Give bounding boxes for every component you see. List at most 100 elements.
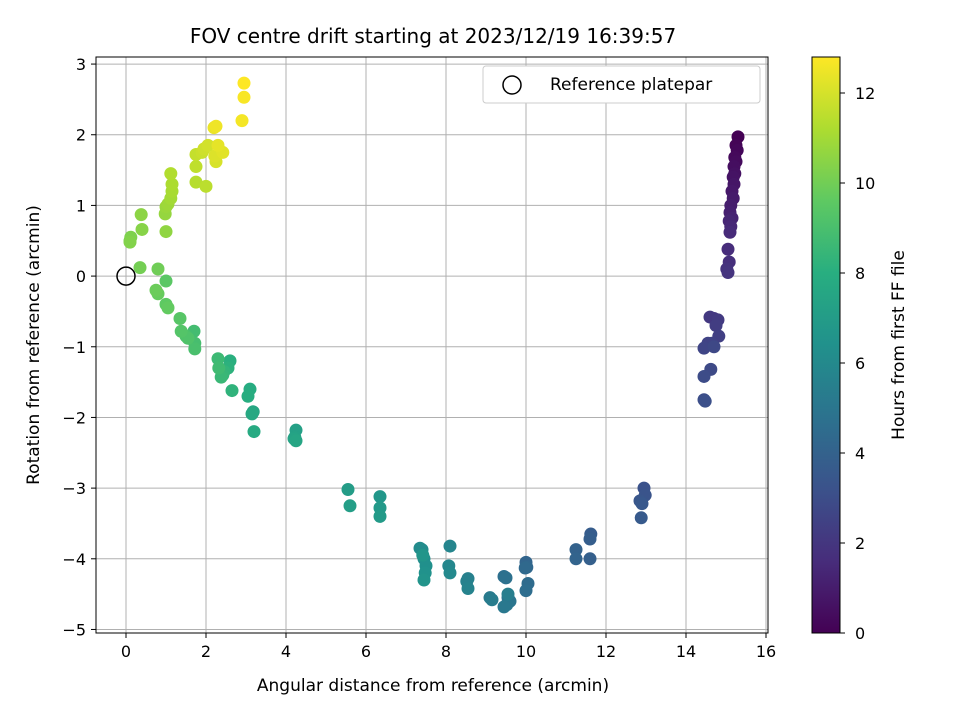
legend-box [482, 65, 761, 104]
legend: Reference platepar [482, 65, 761, 104]
x-tick-label: 8 [441, 642, 451, 661]
data-point [209, 119, 223, 133]
data-points [123, 76, 745, 614]
data-point [707, 340, 721, 354]
data-point [149, 283, 163, 297]
data-point [173, 311, 187, 325]
colorbar-tick-label: 0 [855, 624, 865, 643]
data-point [247, 425, 261, 439]
data-point [151, 262, 165, 276]
data-point [174, 324, 188, 338]
data-point [245, 407, 259, 421]
y-axis-label: Rotation from reference (arcmin) [24, 205, 44, 485]
data-point [635, 497, 649, 511]
data-point [723, 225, 737, 239]
data-point [485, 593, 499, 607]
y-tick-label: −1 [62, 338, 86, 357]
x-tick-label: 4 [281, 642, 291, 661]
colorbar-tick-label: 10 [855, 174, 875, 193]
data-point [159, 274, 173, 288]
colorbar-tick-label: 6 [855, 354, 865, 373]
data-point [518, 561, 532, 575]
grid-lines [96, 57, 768, 633]
data-point [697, 341, 711, 355]
y-tick-label: −5 [62, 620, 86, 639]
data-point [417, 573, 431, 587]
colorbar-tick-label: 8 [855, 264, 865, 283]
x-tick-label: 16 [756, 642, 776, 661]
x-tick-label: 10 [516, 642, 536, 661]
x-axis-ticks: 0 2 4 6 8 10 12 14 16 [121, 633, 776, 661]
data-point [416, 548, 430, 562]
x-tick-label: 0 [121, 642, 131, 661]
data-point [189, 175, 203, 189]
data-point [161, 301, 175, 315]
data-point [721, 266, 735, 280]
data-point [133, 261, 147, 275]
data-point [569, 543, 583, 557]
y-tick-label: 1 [76, 196, 86, 215]
x-tick-label: 6 [361, 642, 371, 661]
data-point [501, 587, 515, 601]
plot-frame [95, 56, 769, 634]
colorbar-ticks: 0 2 4 6 8 10 12 [840, 84, 875, 643]
data-point [237, 90, 251, 104]
colorbar-tick-label: 4 [855, 444, 865, 463]
x-tick-label: 2 [201, 642, 211, 661]
data-point [519, 584, 533, 598]
data-point [721, 242, 735, 256]
data-point [443, 539, 457, 553]
data-point [698, 394, 712, 408]
data-point [235, 114, 249, 128]
data-point [123, 235, 137, 249]
reference-point-marker [116, 266, 136, 286]
data-point [134, 208, 148, 222]
data-point [443, 566, 457, 580]
data-point [341, 483, 355, 497]
data-point [569, 552, 583, 566]
data-point [634, 511, 648, 525]
data-point [211, 138, 225, 152]
data-point [189, 160, 203, 174]
chart-title: FOV centre drift starting at 2023/12/19 … [190, 24, 676, 48]
data-point [373, 509, 387, 523]
data-point [164, 167, 178, 181]
y-tick-label: −4 [62, 550, 86, 569]
x-tick-label: 14 [676, 642, 696, 661]
data-point [188, 342, 202, 356]
data-point [709, 319, 723, 333]
x-tick-label: 12 [596, 642, 616, 661]
data-point [165, 177, 179, 191]
x-axis-label: Angular distance from reference (arcmin) [257, 676, 609, 696]
data-point [583, 552, 597, 566]
data-point [199, 179, 213, 193]
data-point [225, 384, 239, 398]
y-tick-label: −2 [62, 408, 86, 427]
colorbar-label: Hours from first FF file [889, 250, 909, 440]
colorbar-tick-label: 12 [855, 84, 875, 103]
y-axis-ticks: −5 −4 −3 −2 −1 0 1 2 3 [62, 55, 96, 639]
data-point [461, 581, 475, 595]
data-point [497, 600, 511, 614]
data-point [201, 138, 215, 152]
data-point [212, 361, 226, 375]
y-tick-label: −3 [62, 479, 86, 498]
legend-reference-marker [502, 75, 522, 95]
data-point [289, 434, 303, 448]
data-point [583, 532, 597, 546]
data-point [499, 571, 513, 585]
data-point [135, 222, 149, 236]
y-tick-label: 0 [76, 267, 86, 286]
data-point [697, 369, 711, 383]
data-point [159, 225, 173, 239]
data-point [343, 499, 357, 513]
data-point [241, 389, 255, 403]
colorbar: 0 2 4 6 8 10 12 Hours from first FF file [811, 56, 909, 643]
colorbar-tick-label: 2 [855, 534, 865, 553]
data-point [373, 490, 387, 504]
data-point [237, 76, 251, 90]
colorbar-gradient [811, 56, 841, 634]
y-tick-label: 2 [76, 126, 86, 145]
legend-reference-label: Reference platepar [550, 75, 712, 95]
